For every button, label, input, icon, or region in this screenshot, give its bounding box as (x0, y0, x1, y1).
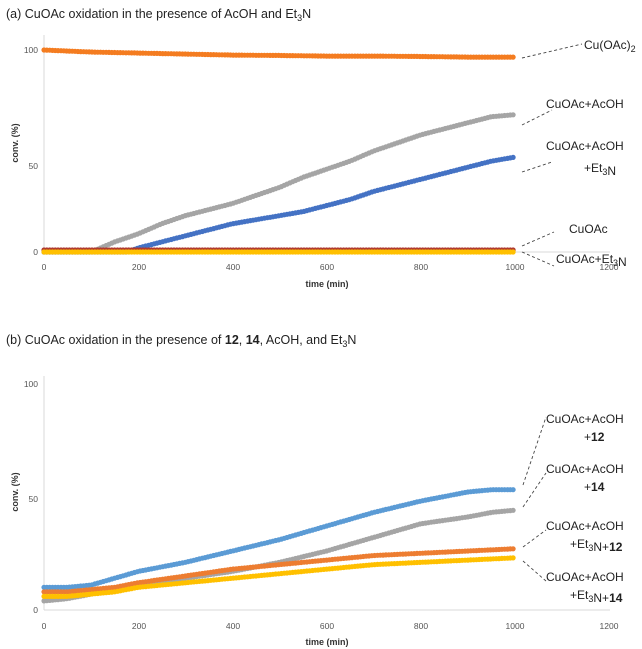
panel-b-xtick-400: 400 (226, 621, 240, 631)
panel-a-leader-cuoac-acoh-et3n (521, 161, 553, 173)
panel-a-xtick-0: 0 (42, 262, 47, 272)
panel-b-series-3 (41, 555, 516, 600)
panel-a-x-axis-label: time (min) (305, 279, 348, 289)
panel-b-leader-12 (522, 416, 547, 486)
panel-a-xtick-1200: 1200 (600, 262, 619, 272)
data-point (510, 555, 516, 561)
panel-b-xtick-600: 600 (320, 621, 334, 631)
panel-b-series-layer (41, 487, 516, 604)
panel-a: (a) CuOAc oxidation in the presence of A… (6, 7, 636, 289)
panel-b-label-14: CuOAc+AcOH (546, 462, 624, 476)
panel-a-ytick-100: 100 (24, 45, 38, 55)
panel-a-label-cuoac: CuOAc (569, 222, 608, 236)
panel-b-ytick-50: 50 (29, 494, 39, 504)
data-point (510, 154, 516, 160)
panel-b-leader-et3n-14 (522, 560, 547, 582)
panel-a-y-axis-label: conv. (%) (10, 123, 20, 162)
panel-a-series-1 (41, 112, 516, 255)
panel-b-xtick-1000: 1000 (506, 621, 525, 631)
panel-b-ytick-100: 100 (24, 379, 38, 389)
panel-a-series-0 (41, 47, 516, 60)
panel-b-xtick-1200: 1200 (600, 621, 619, 631)
panel-a-leader-cuoac (521, 231, 555, 247)
panel-b-leader-14 (522, 472, 547, 508)
panel-a-label-cuoac-acoh-et3n: CuOAc+AcOH (546, 139, 624, 153)
data-point (510, 487, 516, 493)
panel-a-series-layer (41, 47, 516, 255)
data-point (510, 507, 516, 513)
panel-a-label-cuoac-acoh-et3n-line2: +Et3N (584, 161, 616, 178)
panel-a-leader-cuoac-acoh (521, 109, 553, 126)
panel-a-xtick-600: 600 (320, 262, 334, 272)
panel-b-y-axis-label: conv. (%) (10, 472, 20, 511)
panel-a-leader-cuoac-et3n (521, 251, 555, 267)
panel-a-ytick-50: 50 (29, 161, 39, 171)
panel-a-xtick-400: 400 (226, 262, 240, 272)
panel-a-xtick-200: 200 (132, 262, 146, 272)
panel-b-label-12-line2: +12 (584, 430, 605, 444)
panel-b-series-0 (41, 487, 516, 590)
data-point (510, 112, 516, 118)
panel-b-label-et3n-14-line2: +Et3N+14 (570, 588, 623, 605)
panel-b-title: (b) CuOAc oxidation in the presence of 1… (6, 333, 356, 349)
panel-a-series-2 (41, 154, 516, 255)
panel-b-label-et3n-12: CuOAc+AcOH (546, 519, 624, 533)
panel-b-label-14-line2: +14 (584, 480, 605, 494)
data-point (510, 546, 516, 552)
panel-a-label-cuoac2: Cu(OAc)2 (584, 38, 636, 54)
panel-b-label-et3n-12-line2: +Et3N+12 (570, 537, 623, 554)
panel-a-xtick-800: 800 (414, 262, 428, 272)
panel-a-label-cuoac-et3n: CuOAc+Et3N (556, 252, 627, 269)
panel-b-xtick-800: 800 (414, 621, 428, 631)
panel-a-title: (a) CuOAc oxidation in the presence of A… (6, 7, 311, 23)
panel-b-leader-et3n-12 (522, 529, 547, 548)
panel-a-xtick-1000: 1000 (506, 262, 525, 272)
panel-b-series-2 (41, 546, 516, 595)
panel-b-label-12: CuOAc+AcOH (546, 412, 624, 426)
panel-a-label-cuoac-acoh: CuOAc+AcOH (546, 97, 624, 111)
panel-b-xtick-0: 0 (42, 621, 47, 631)
data-point (510, 249, 516, 255)
panel-a-ytick-0: 0 (33, 247, 38, 257)
panel-b-x-axis-label: time (min) (305, 637, 348, 647)
data-point (510, 54, 516, 60)
panel-a-leader-cuoac2 (521, 43, 583, 59)
panel-a-series-4 (41, 249, 516, 255)
panel-b: (b) CuOAc oxidation in the presence of 1… (6, 333, 624, 647)
panel-b-label-et3n-14: CuOAc+AcOH (546, 570, 624, 584)
panel-b-ytick-0: 0 (33, 605, 38, 615)
panel-b-xtick-200: 200 (132, 621, 146, 631)
